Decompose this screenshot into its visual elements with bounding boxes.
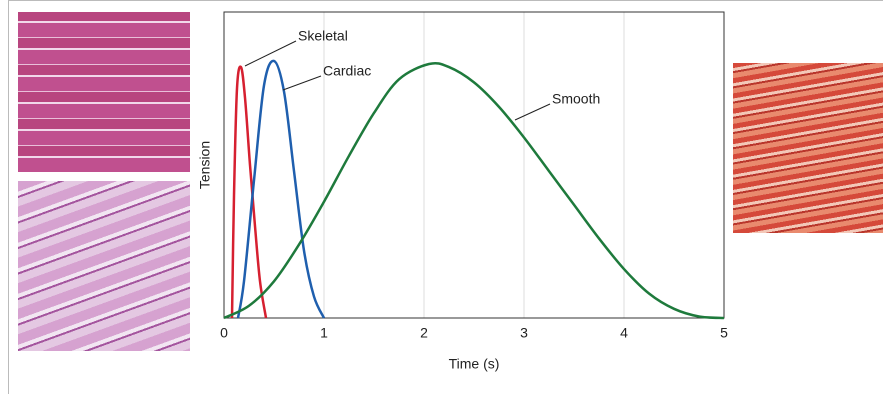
x-axis-label: Time (s) [449, 356, 500, 372]
frame [9, 1, 883, 394]
leader-line [283, 76, 321, 90]
x-tick-label: 1 [320, 325, 328, 341]
x-tick-label: 4 [620, 325, 628, 341]
page: Time (s) Tension 0 1 2 3 4 5 Skeletal Cardiac Sm… [0, 0, 883, 394]
y-axis-label: Tension [197, 141, 213, 189]
series-label: Cardiac [323, 63, 371, 79]
series-label: Skeletal [298, 28, 348, 44]
plot-frame [224, 12, 724, 318]
line-series [224, 63, 724, 318]
x-tick-label: 2 [420, 325, 428, 341]
leader-line [515, 104, 550, 120]
chart: Time (s) Tension 0 1 2 3 4 5 Skeletal Cardiac Sm… [0, 0, 883, 394]
series-label: Smooth [552, 91, 600, 107]
x-tick-label: 0 [220, 325, 228, 341]
x-tick-label: 3 [520, 325, 528, 341]
x-tick-label: 5 [720, 325, 728, 341]
